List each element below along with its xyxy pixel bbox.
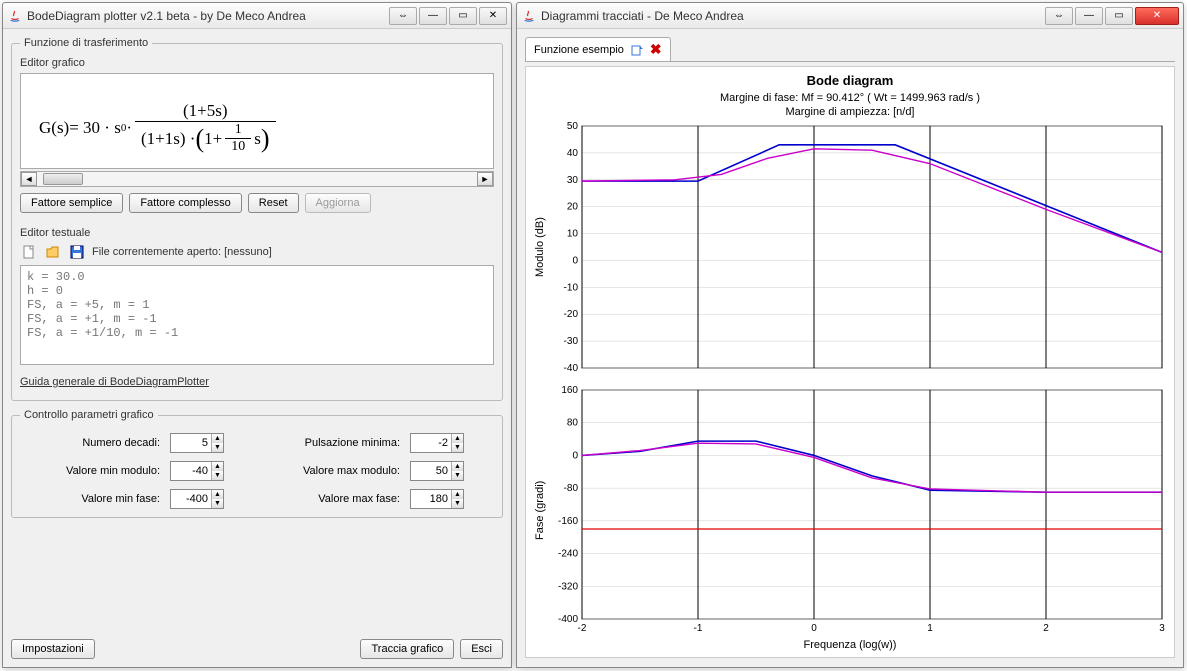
- help-button[interactable]: ⇔: [1045, 7, 1073, 25]
- main-window: BodeDiagram plotter v2.1 beta - by De Me…: [2, 2, 512, 668]
- chart-title: Bode diagram: [532, 73, 1168, 88]
- update-button: Aggiorna: [305, 193, 371, 213]
- fmin-label: Pulsazione minima:: [250, 437, 400, 449]
- mag-ylabel: Modulo (dB): [532, 120, 548, 374]
- close-button[interactable]: ✕: [479, 7, 507, 25]
- export-icon[interactable]: [630, 43, 644, 57]
- svg-text:-40: -40: [564, 363, 579, 374]
- close-button[interactable]: ✕: [1135, 7, 1179, 25]
- svg-text:-2: -2: [578, 623, 587, 634]
- tab-close-icon[interactable]: ✖: [650, 41, 662, 58]
- svg-text:0: 0: [572, 255, 578, 266]
- plot-button[interactable]: Traccia grafico: [360, 639, 454, 659]
- svg-text:40: 40: [567, 148, 579, 159]
- svg-text:-240: -240: [558, 549, 578, 560]
- svg-text:0: 0: [572, 450, 578, 461]
- svg-text:-1: -1: [694, 623, 703, 634]
- chart-area: Bode diagram Margine di fase: Mf = 90.41…: [525, 66, 1175, 658]
- tab-label: Funzione esempio: [534, 44, 624, 56]
- svg-text:20: 20: [567, 202, 579, 213]
- phase-margin-label: Margine di fase: Mf = 90.412° ( Wt = 149…: [532, 92, 1168, 104]
- titlebar[interactable]: Diagrammi tracciati - De Meco Andrea ⇔ —…: [517, 3, 1183, 29]
- tab-bar: Funzione esempio ✖: [525, 37, 1175, 62]
- editor-testuale-label: Editor testuale: [20, 227, 494, 239]
- java-icon: [521, 8, 537, 24]
- save-file-icon[interactable]: [68, 243, 86, 261]
- svg-text:-80: -80: [564, 483, 579, 494]
- amp-margin-label: Margine di ampiezza: [n/d]: [532, 106, 1168, 118]
- group-label: Funzione di trasferimento: [20, 37, 152, 49]
- complex-factor-button[interactable]: Fattore complesso: [129, 193, 241, 213]
- editor-grafico-label: Editor grafico: [20, 57, 494, 69]
- help-button[interactable]: ⇔: [389, 7, 417, 25]
- xlabel: Frequenza (log(w)): [532, 639, 1168, 651]
- svg-text:2: 2: [1043, 623, 1049, 634]
- params-label: Controllo parametri grafico: [20, 409, 158, 421]
- minimize-button[interactable]: —: [419, 7, 447, 25]
- window-title: BodeDiagram plotter v2.1 beta - by De Me…: [27, 9, 389, 23]
- scroll-thumb[interactable]: [43, 173, 83, 185]
- new-file-icon[interactable]: [20, 243, 38, 261]
- reset-button[interactable]: Reset: [248, 193, 299, 213]
- java-icon: [7, 8, 23, 24]
- svg-text:-30: -30: [564, 336, 579, 347]
- formula-scrollbar[interactable]: ◄ ►: [20, 171, 494, 187]
- chart-window: Diagrammi tracciati - De Meco Andrea ⇔ —…: [516, 2, 1184, 668]
- guide-link[interactable]: Guida generale di BodeDiagramPlotter: [20, 376, 209, 388]
- svg-text:-320: -320: [558, 581, 578, 592]
- settings-button[interactable]: Impostazioni: [11, 639, 95, 659]
- minimize-button[interactable]: —: [1075, 7, 1103, 25]
- svg-text:1: 1: [927, 623, 933, 634]
- open-file-icon[interactable]: [44, 243, 62, 261]
- svg-text:10: 10: [567, 229, 579, 240]
- phmin-label: Valore min fase:: [20, 493, 160, 505]
- phase-ylabel: Fase (gradi): [532, 384, 548, 637]
- window-title: Diagrammi tracciati - De Meco Andrea: [541, 9, 1045, 23]
- text-editor[interactable]: [20, 265, 494, 365]
- fmin-spinner[interactable]: ▲▼: [410, 433, 464, 453]
- formula-display: G(s)= 30 · s0 · (1+5s) (1+1s) · ( 1+ 110…: [20, 73, 494, 169]
- modmax-spinner[interactable]: ▲▼: [410, 461, 464, 481]
- svg-text:30: 30: [567, 175, 579, 186]
- modmax-label: Valore max modulo:: [250, 465, 400, 477]
- svg-text:160: 160: [561, 385, 578, 396]
- maximize-button[interactable]: ▭: [1105, 7, 1133, 25]
- svg-text:3: 3: [1159, 623, 1165, 634]
- decades-spinner[interactable]: ▲▼: [170, 433, 224, 453]
- modmin-label: Valore min modulo:: [20, 465, 160, 477]
- scroll-left-icon[interactable]: ◄: [21, 172, 37, 186]
- svg-text:-20: -20: [564, 309, 579, 320]
- text-toolbar: File correntemente aperto: [nessuno]: [20, 243, 494, 261]
- svg-text:80: 80: [567, 418, 579, 429]
- svg-text:50: 50: [567, 121, 579, 132]
- simple-factor-button[interactable]: Fattore semplice: [20, 193, 123, 213]
- decades-label: Numero decadi:: [20, 437, 160, 449]
- params-group: Controllo parametri grafico Numero decad…: [11, 409, 503, 518]
- transfer-function-group: Funzione di trasferimento Editor grafico…: [11, 37, 503, 401]
- tab-example[interactable]: Funzione esempio ✖: [525, 37, 671, 61]
- svg-text:-10: -10: [564, 282, 579, 293]
- exit-button[interactable]: Esci: [460, 639, 503, 659]
- phmax-label: Valore max fase:: [250, 493, 400, 505]
- current-file-label: File correntemente aperto: [nessuno]: [92, 246, 272, 258]
- phmax-spinner[interactable]: ▲▼: [410, 489, 464, 509]
- phase-plot: -400 -320 -240 -160 -80 0 80 160 -2 -1 0 1 2 3: [548, 384, 1168, 637]
- titlebar[interactable]: BodeDiagram plotter v2.1 beta - by De Me…: [3, 3, 511, 29]
- svg-text:-160: -160: [558, 516, 578, 527]
- modmin-spinner[interactable]: ▲▼: [170, 461, 224, 481]
- maximize-button[interactable]: ▭: [449, 7, 477, 25]
- scroll-right-icon[interactable]: ►: [477, 172, 493, 186]
- magnitude-plot: -40 -30 -20 -10 0 10 20 30 40 50: [548, 120, 1168, 374]
- svg-text:0: 0: [811, 623, 817, 634]
- phmin-spinner[interactable]: ▲▼: [170, 489, 224, 509]
- svg-text:-400: -400: [558, 614, 578, 625]
